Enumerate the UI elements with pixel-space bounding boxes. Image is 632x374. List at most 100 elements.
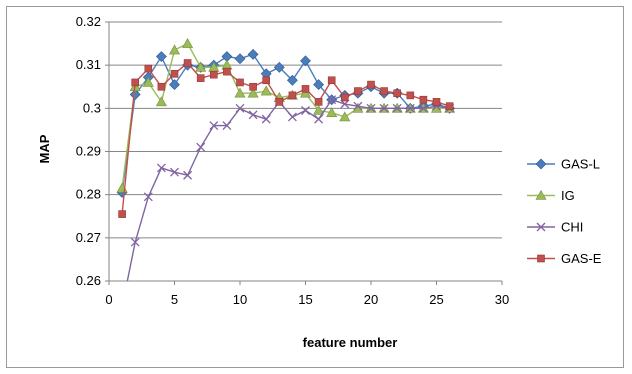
y-tick-label: 0.31: [76, 57, 101, 72]
data-point: [249, 82, 257, 91]
data-point: [170, 167, 179, 177]
x-tick-label: 25: [429, 292, 443, 307]
series-ig: [116, 37, 456, 193]
y-tick-label: 0.29: [76, 144, 101, 159]
legend-label: CHI: [561, 220, 583, 235]
data-point: [118, 210, 126, 218]
data-point: [247, 87, 259, 98]
data-point: [354, 87, 362, 95]
legend-label: GAS-E: [561, 251, 602, 266]
data-point: [155, 51, 167, 62]
data-point: [327, 95, 337, 105]
data-point: [261, 114, 271, 124]
data-point: [129, 89, 141, 100]
data-point: [144, 64, 153, 73]
x-tick-label: 15: [298, 292, 312, 307]
data-point: [535, 158, 547, 170]
data-point: [142, 76, 154, 87]
data-point: [286, 74, 298, 86]
y-tick-label: 0.27: [76, 230, 101, 245]
data-point: [131, 78, 139, 87]
data-point: [535, 189, 547, 200]
data-point: [118, 303, 126, 311]
legend-label: GAS-L: [561, 157, 600, 172]
data-point: [222, 121, 232, 131]
data-point: [234, 87, 246, 98]
data-point: [445, 102, 454, 110]
data-point: [209, 121, 219, 131]
data-point: [183, 59, 192, 67]
data-point: [223, 67, 231, 76]
data-point: [536, 222, 546, 232]
data-point: [236, 78, 244, 87]
data-point: [380, 87, 388, 95]
data-point: [405, 103, 415, 113]
series-chi: [118, 95, 455, 311]
y-tick-label: 0.32: [76, 14, 101, 29]
data-point: [406, 91, 415, 100]
y-tick-label: 0.3: [83, 100, 101, 115]
data-point: [143, 192, 153, 202]
data-point: [210, 70, 218, 79]
x-tick-label: 30: [495, 292, 509, 307]
legend-item: IG: [527, 188, 575, 203]
data-point: [301, 106, 310, 115]
x-tick-label: 0: [105, 292, 112, 307]
data-point: [183, 170, 193, 180]
data-point: [196, 142, 206, 152]
series-line: [126, 98, 450, 281]
data-point: [537, 254, 545, 263]
data-point: [314, 98, 323, 106]
data-point: [168, 44, 181, 55]
series-gas-e: [118, 59, 454, 218]
x-axis-title: feature number: [303, 335, 398, 350]
data-point: [170, 69, 179, 78]
data-point: [340, 99, 350, 109]
data-point: [340, 93, 349, 102]
y-axis-title: MAP: [37, 134, 52, 163]
legend-label: IG: [561, 188, 575, 203]
data-point: [275, 98, 284, 106]
chart-frame: 0.26 0.27 0.28 0.29 0.3 0.31 0.32 0 5 10 15 20 25 30 …: [6, 6, 624, 368]
data-point: [260, 85, 272, 96]
legend-item: GAS-E: [527, 251, 602, 266]
data-point: [313, 104, 325, 115]
data-point: [379, 103, 389, 113]
data-point: [155, 96, 167, 107]
data-point: [248, 110, 258, 120]
data-point: [156, 163, 166, 173]
data-point: [262, 76, 270, 85]
data-point: [301, 85, 310, 93]
data-point: [419, 95, 428, 104]
y-tick-label: 0.28: [76, 187, 101, 202]
data-point: [288, 91, 297, 100]
legend-item: GAS-L: [527, 157, 600, 172]
legend: GAS-L IG CHI GAS-E: [527, 157, 602, 266]
data-point: [235, 103, 245, 113]
x-tick-label: 5: [171, 292, 178, 307]
data-point: [367, 80, 375, 89]
data-point: [314, 114, 324, 124]
data-point: [196, 74, 205, 82]
series-layer: [116, 37, 456, 311]
data-point: [353, 101, 363, 111]
series-gas-l: [116, 48, 456, 198]
data-point: [393, 89, 402, 98]
y-tick-label: 0.26: [76, 273, 101, 288]
data-point: [299, 87, 312, 98]
data-point: [169, 79, 180, 91]
line-chart: 0.260.270.280.290.30.310.320 5 10 15 20 25 30 …: [37, 14, 602, 350]
data-point: [247, 48, 259, 60]
data-point: [182, 37, 194, 48]
legend-item: CHI: [527, 220, 583, 235]
data-point: [432, 98, 441, 106]
data-point: [327, 76, 336, 85]
data-point: [326, 107, 338, 117]
data-point: [157, 82, 166, 91]
data-point: [287, 112, 297, 122]
data-point: [313, 79, 325, 91]
data-point: [339, 111, 351, 122]
data-point: [418, 103, 428, 113]
x-tick-label: 10: [233, 292, 247, 307]
data-point: [273, 61, 285, 73]
